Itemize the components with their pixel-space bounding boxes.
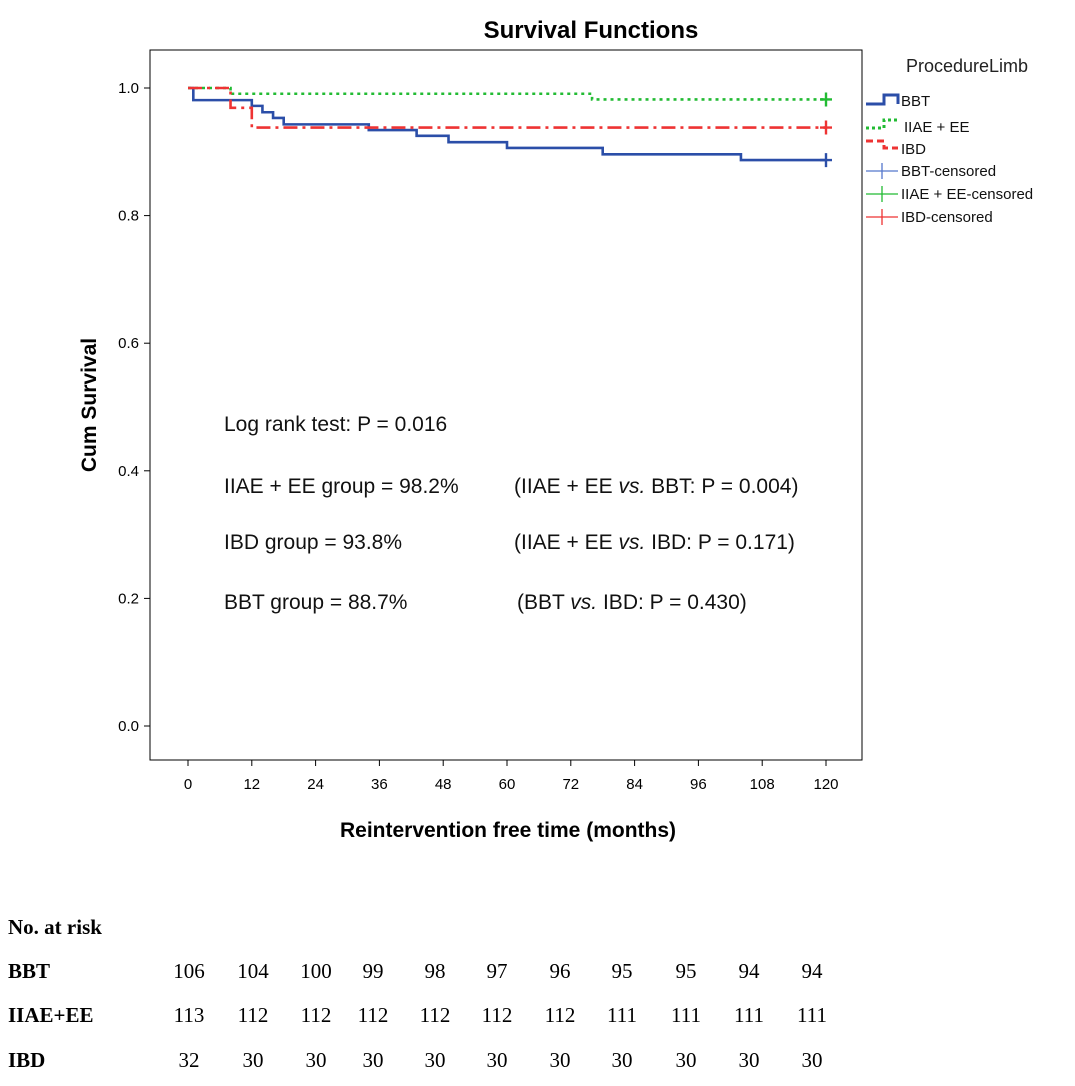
risk-cell: 112	[545, 1003, 576, 1027]
y-tick-label: 0.6	[118, 335, 139, 352]
risk-row-label: BBT	[8, 959, 50, 983]
risk-cell: 111	[607, 1003, 637, 1027]
x-tick-label: 72	[562, 776, 579, 793]
risk-cell: 32	[179, 1048, 200, 1072]
legend-label-ibd-censored: IBD-censored	[901, 209, 993, 226]
y-tick-label: 0.8	[118, 208, 139, 225]
risk-cell: 112	[238, 1003, 269, 1027]
annotation-iiae-group: IIAE + EE group = 98.2%	[224, 475, 459, 498]
legend-label-iiae: IIAE + EE	[904, 119, 969, 136]
risk-cell: 94	[739, 959, 761, 983]
legend-swatch-ibd-censored	[866, 209, 898, 225]
x-tick-label: 108	[750, 776, 775, 793]
risk-cell: 94	[802, 959, 824, 983]
risk-cell: 112	[482, 1003, 513, 1027]
legend-title: ProcedureLimb	[906, 56, 1028, 76]
annotation-ibd-group: IBD group = 93.8%	[224, 531, 402, 554]
survival-curves	[188, 86, 832, 168]
risk-cell: 95	[612, 959, 633, 983]
annotation-iiae-vs-bbt-post: BBT: P = 0.004)	[645, 475, 798, 498]
risk-cell: 98	[425, 959, 446, 983]
x-tick-label: 24	[307, 776, 324, 793]
x-tick-label: 60	[499, 776, 516, 793]
risk-cell: 30	[676, 1048, 697, 1072]
x-tick-label: 120	[813, 776, 838, 793]
risk-cell: 104	[237, 959, 269, 983]
risk-table-header: No. at risk	[8, 915, 102, 939]
legend-swatch-bbt-censored	[866, 163, 898, 179]
legend-label-iiae-censored: IIAE + EE-censored	[901, 186, 1033, 203]
chart-title: Survival Functions	[484, 17, 699, 44]
x-axis-label: Reintervention free time (months)	[340, 819, 676, 842]
risk-cell: 30	[487, 1048, 508, 1072]
annotation-iiae-vs-bbt-pre: (IIAE + EE	[514, 475, 618, 498]
risk-cell: 97	[487, 959, 508, 983]
risk-cell: 30	[612, 1048, 633, 1072]
risk-cell: 96	[550, 959, 571, 983]
plot-frame	[149, 49, 863, 761]
y-tick-label: 1.0	[118, 80, 139, 97]
legend-swatch-iiae-censored	[866, 186, 898, 202]
risk-cell: 112	[301, 1003, 332, 1027]
risk-cell: 30	[425, 1048, 446, 1072]
risk-cell: 112	[420, 1003, 451, 1027]
annotation-bbt-vs-ibd-post: IBD: P = 0.430)	[597, 591, 747, 614]
x-tick-label: 84	[626, 776, 643, 793]
risk-cell: 30	[550, 1048, 571, 1072]
y-axis: 0.0 0.2 0.4 0.6 0.8 1.0	[118, 80, 150, 735]
y-tick-label: 0.0	[118, 718, 139, 735]
annotation-bbt-vs-ibd-pre: (BBT	[517, 591, 570, 614]
annotation-vs-3: vs.	[570, 591, 597, 614]
annotation-iiae-vs-ibd: (IIAE + EE vs. IBD: P = 0.171)	[514, 531, 795, 554]
annotation-iiae-vs-bbt: (IIAE + EE vs. BBT: P = 0.004)	[514, 475, 798, 498]
legend-swatch-ibd	[866, 139, 898, 150]
risk-cell: 100	[300, 959, 332, 983]
x-tick-label: 12	[243, 776, 260, 793]
risk-cell: 113	[174, 1003, 205, 1027]
risk-cell: 111	[797, 1003, 827, 1027]
risk-table: No. at risk BBT 106 104 100 99 98 97 96 95 95 94 94…	[8, 915, 827, 1072]
annotations: Log rank test: P = 0.016 IIAE + EE group…	[224, 413, 798, 614]
risk-row-label: IIAE+EE	[8, 1003, 94, 1027]
risk-cell: 30	[802, 1048, 823, 1072]
risk-row-label: IBD	[8, 1048, 45, 1072]
legend-label-bbt: BBT	[901, 93, 930, 110]
annotation-iiae-vs-ibd-post: IBD: P = 0.171)	[645, 531, 795, 554]
x-axis: 0 12 24 36 48 60 72 84 96 108 120	[184, 760, 839, 793]
x-tick-label: 96	[690, 776, 707, 793]
y-axis-label: Cum Survival	[78, 338, 101, 472]
risk-cell: 111	[734, 1003, 764, 1027]
risk-cell: 30	[739, 1048, 760, 1072]
risk-cell: 30	[363, 1048, 384, 1072]
annotation-log-rank: Log rank test: P = 0.016	[224, 413, 447, 436]
risk-cell: 30	[306, 1048, 327, 1072]
risk-cell: 95	[676, 959, 697, 983]
y-tick-label: 0.4	[118, 463, 139, 480]
legend-swatch-bbt	[866, 93, 900, 106]
legend-swatch-iiae	[866, 118, 898, 130]
series-line-ibd	[188, 86, 826, 129]
annotation-bbt-group: BBT group = 88.7%	[224, 591, 407, 614]
risk-cell: 111	[671, 1003, 701, 1027]
risk-cell: 30	[243, 1048, 264, 1072]
censor-mark	[820, 153, 832, 168]
risk-cell: 99	[363, 959, 384, 983]
risk-cell: 112	[358, 1003, 389, 1027]
censor-mark	[820, 120, 832, 135]
annotation-bbt-vs-ibd: (BBT vs. IBD: P = 0.430)	[517, 591, 747, 614]
annotation-iiae-vs-ibd-pre: (IIAE + EE	[514, 531, 618, 554]
legend: ProcedureLimb BBT IIAE + EE IBD BBT-cens…	[866, 56, 1033, 226]
annotation-vs-2: vs.	[618, 531, 645, 554]
x-tick-label: 36	[371, 776, 388, 793]
series-line-iiae-ee	[188, 86, 826, 101]
x-tick-label: 0	[184, 776, 192, 793]
y-tick-label: 0.2	[118, 590, 139, 607]
annotation-vs-1: vs.	[618, 475, 645, 498]
legend-label-ibd: IBD	[901, 141, 926, 158]
risk-cell: 106	[173, 959, 205, 983]
legend-label-bbt-censored: BBT-censored	[901, 163, 996, 180]
x-tick-label: 48	[435, 776, 452, 793]
censor-mark	[820, 92, 832, 107]
